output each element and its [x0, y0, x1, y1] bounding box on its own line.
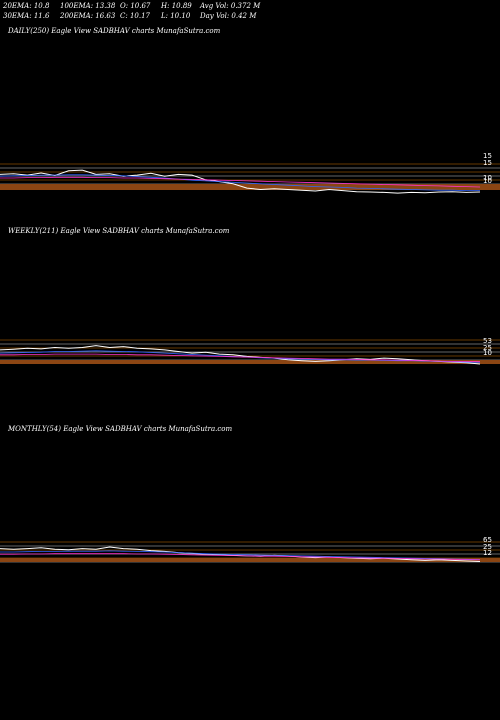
close-stat: C: 10.17 — [120, 12, 150, 20]
daily-tick-label: 10 — [483, 174, 492, 182]
weekly-tick-label: 25 — [483, 344, 492, 352]
daily-series-2-line — [0, 176, 481, 188]
daily-volume-band — [0, 184, 500, 190]
ema200-stat: 200EMA: 16.63 — [60, 12, 116, 20]
daily-series-0-line — [0, 169, 481, 194]
open-stat: O: 10.67 — [120, 2, 151, 10]
monthly-series-1-line — [0, 550, 481, 560]
weekly-tick-label: 53 — [483, 337, 492, 345]
header-stats: 20EMA: 10.8 30EMA: 11.6 100EMA: 13.38 20… — [0, 0, 500, 22]
monthly-tick-label: 65 — [483, 536, 492, 544]
daily-tick-label: 15 — [483, 152, 492, 160]
daily-series-1-line — [0, 174, 480, 192]
daily-tick-label: 10 — [483, 177, 492, 185]
low-stat: L: 10.10 — [161, 12, 191, 20]
monthly-tick-label: 12 — [483, 549, 492, 557]
high-stat: H: 10.89 — [161, 2, 192, 10]
weekly-series-0-line — [0, 345, 481, 365]
weekly-chart-title: WEEKLY(211) Eagle View SADBHAV charts Mu… — [8, 227, 230, 235]
weekly-tick-label: 10 — [483, 349, 492, 357]
monthly-chart-title: MONTHLY(54) Eagle View SADBHAV charts Mu… — [8, 425, 233, 433]
day-vol-stat: Day Vol: 0.42 M — [200, 12, 257, 20]
monthly-tick-label: 25 — [483, 543, 492, 551]
ema30-stat: 30EMA: 11.6 — [3, 12, 50, 20]
monthly-series-2-line — [0, 553, 481, 561]
avg-vol-stat: Avg Vol: 0.372 M — [200, 2, 261, 10]
weekly-series-2-line — [0, 353, 481, 363]
monthly-volume-band — [0, 558, 500, 562]
weekly-volume-band — [0, 360, 500, 364]
daily-tick-label: 15 — [483, 159, 492, 167]
ema100-stat: 100EMA: 13.38 — [60, 2, 116, 10]
ema20-stat: 20EMA: 10.8 — [3, 2, 50, 10]
daily-chart-title: DAILY(250) Eagle View SADBHAV charts Mun… — [8, 27, 221, 35]
